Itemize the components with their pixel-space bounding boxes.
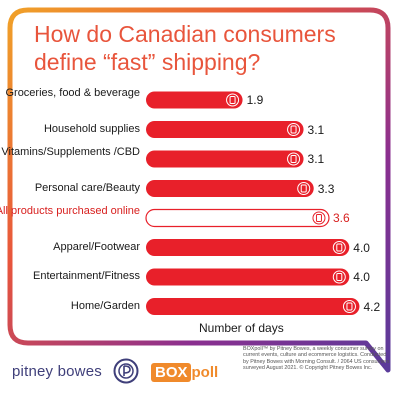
value-label-entertainment: 4.0	[353, 270, 370, 284]
value-label-personal-care: 3.3	[317, 181, 335, 196]
value-label-vitamins: 3.1	[307, 152, 325, 166]
bar-home-garden	[146, 298, 360, 315]
bar-personal-care	[146, 180, 314, 197]
beauty-bottle-icon	[297, 182, 311, 195]
survey-note: BOXpoll™ by Pitney Bowes, a weekly consu…	[243, 346, 390, 372]
value-label-household: 3.1	[307, 122, 325, 137]
value-label-home-garden: 4.2	[363, 299, 381, 314]
category-label-personal-care: Personal care/Beauty	[34, 181, 140, 194]
category-label-home-garden: Home/Garden	[70, 299, 140, 312]
chart-title: How do Canadian consumers define “fast” …	[34, 21, 336, 75]
bar-household	[146, 121, 304, 138]
phone-cart-icon	[312, 211, 326, 225]
spray-bottle-icon	[287, 123, 301, 136]
category-label-groceries: Groceries, food & beverage	[5, 87, 140, 99]
bar-all-products	[145, 208, 330, 228]
boxpoll-box-text: BOX	[151, 362, 191, 382]
bar-entertainment	[146, 268, 350, 286]
category-label-vitamins: Vitamins/Supplements /CBD	[1, 146, 140, 158]
bicycle-icon	[332, 270, 346, 284]
value-label-all-products: 3.6	[332, 211, 350, 225]
category-label-household: Household supplies	[43, 122, 140, 135]
bar-apparel	[146, 239, 350, 256]
pitney-bowes-logo-icon	[113, 358, 139, 384]
shoes-icon	[332, 241, 346, 254]
pill-bottle-icon	[287, 152, 301, 166]
bar-groceries	[146, 91, 243, 109]
value-label-apparel: 4.0	[353, 240, 370, 255]
plant-icon	[342, 300, 356, 313]
pitney-bowes-logo-text: pitney bowes	[12, 363, 102, 380]
category-label-apparel: Apparel/Footwear	[53, 240, 140, 253]
boxpoll-logo: BOX poll	[151, 361, 218, 383]
bar-chart	[145, 91, 360, 315]
value-label-groceries: 1.9	[246, 93, 264, 107]
grocery-icon	[226, 93, 240, 107]
category-label-all-products: All products purchased online	[0, 205, 140, 217]
x-axis-label: Number of days	[199, 321, 284, 335]
category-label-entertainment: Entertainment/Fitness	[33, 270, 140, 282]
boxpoll-poll-text: poll	[191, 363, 219, 381]
bar-vitamins	[146, 150, 304, 168]
